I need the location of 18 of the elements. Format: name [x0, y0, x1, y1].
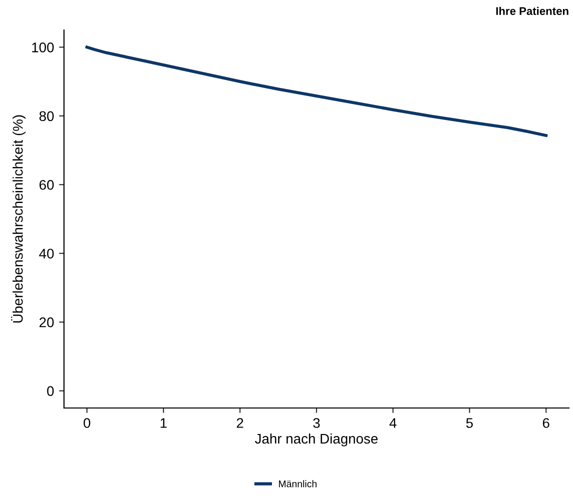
y-tick-label: 0 [47, 386, 54, 396]
y-tick-label: 20 [40, 317, 54, 328]
x-tick-label: 0 [84, 418, 90, 428]
x-tick-label: 3 [313, 418, 320, 428]
line-series [85, 46, 548, 138]
x-tick-label: 2 [236, 418, 244, 428]
chart-title: Ihre Patienten [496, 6, 568, 15]
x-axis-title: Jahr nach Diagnose [254, 433, 378, 446]
y-tick-label: 60 [40, 180, 54, 190]
x-tick-label: 6 [542, 418, 550, 428]
y-axis-title: Überlebenswahrscheinlichkeit (%) [11, 115, 26, 323]
y-tick-label: 100 [32, 42, 54, 52]
y-tick-label: 40 [39, 248, 54, 259]
x-tick-label: 4 [389, 418, 396, 428]
y-tick-label: 80 [39, 111, 54, 122]
x-tick-label: 5 [466, 418, 473, 428]
legend-label: Männlich [279, 480, 317, 488]
x-tick-label: 1 [160, 418, 167, 428]
